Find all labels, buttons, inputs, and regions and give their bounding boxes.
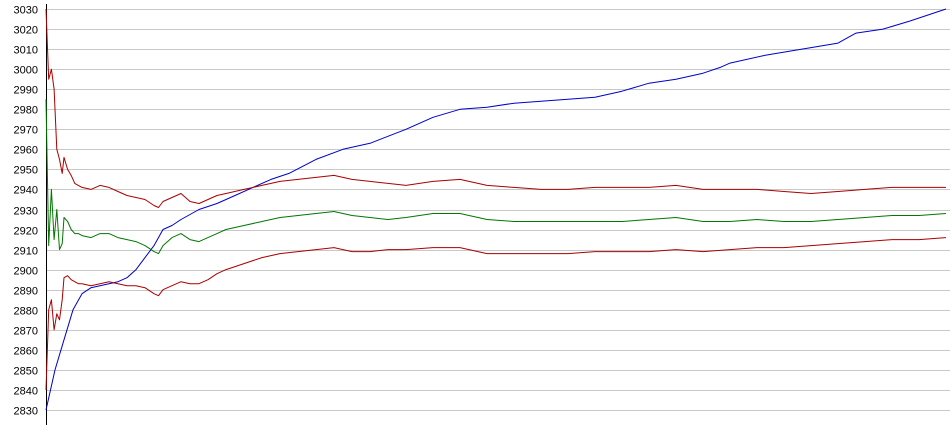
y-tick-label: 2980 <box>14 105 38 117</box>
y-tick-label: 2960 <box>14 145 38 157</box>
y-tick-label: 2940 <box>14 185 38 197</box>
y-tick-label: 3010 <box>14 45 38 57</box>
y-axis-tick-labels: 2830 2840 2850 2860 2870 2880 2890 2900 2910 2920… <box>14 5 38 418</box>
y-tick-label: 2850 <box>14 366 38 378</box>
series-lines <box>45 8 947 411</box>
y-tick-label: 2890 <box>14 286 38 298</box>
y-tick-label: 3020 <box>14 25 38 37</box>
y-tick-label: 2920 <box>14 226 38 238</box>
y-tick-label: 2900 <box>14 266 38 278</box>
y-tick-label: 2840 <box>14 386 38 398</box>
y-tick-label: 2860 <box>14 346 38 358</box>
y-tick-label: 2930 <box>14 206 38 218</box>
y-tick-label: 2880 <box>14 306 38 318</box>
y-tick-label: 2970 <box>14 125 38 137</box>
gridlines <box>46 9 950 411</box>
y-tick-label: 2910 <box>14 246 38 258</box>
y-tick-label: 2870 <box>14 326 38 338</box>
y-tick-label: 3000 <box>14 65 38 77</box>
y-tick-label: 2950 <box>14 165 38 177</box>
series-line-4 <box>45 237 947 390</box>
series-line-3 <box>45 99 947 255</box>
y-tick-label: 2990 <box>14 85 38 97</box>
series-line-2 <box>45 8 946 208</box>
y-tick-label: 2830 <box>14 406 38 418</box>
y-tick-label: 3030 <box>14 5 38 17</box>
